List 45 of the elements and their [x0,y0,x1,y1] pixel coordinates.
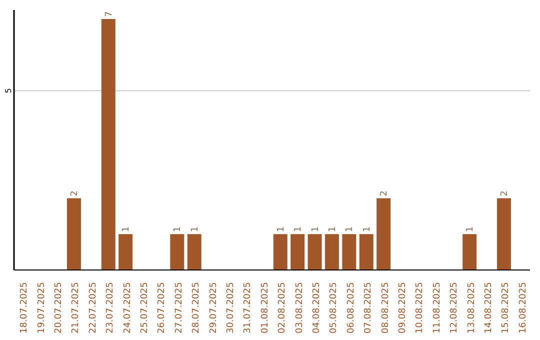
x-tick-label: 04.08.2025 [312,282,322,334]
data-label: 1 [276,226,286,232]
x-tick-label: 09.08.2025 [398,282,408,334]
x-tick-label: 08.08.2025 [380,282,391,334]
data-label: 1 [122,226,132,232]
data-label: 1 [345,226,356,232]
data-label: 1 [173,226,184,232]
data-label: 1 [328,226,338,232]
x-tick-label: 03.08.2025 [294,282,305,334]
x-tick-label: 18.07.2025 [20,282,30,334]
x-tick-label: 24.07.2025 [122,282,133,334]
data-label: 2 [70,190,80,196]
x-tick-label: 19.07.2025 [36,282,47,334]
x-tick-label: 13.08.2025 [466,282,477,334]
x-tick-label: 14.08.2025 [484,282,494,334]
y-tick-label: 5 [4,88,13,94]
data-label: 2 [500,190,510,196]
x-tick-label: 20.07.2025 [54,282,64,334]
x-tick-label: 10.08.2025 [415,282,426,334]
x-tick-label: 12.08.2025 [450,282,460,334]
x-tick-label: 16.08.2025 [518,282,528,334]
x-tick-label: 07.08.2025 [364,282,374,334]
data-label: 1 [310,226,321,232]
x-tick-label: 26.07.2025 [157,282,168,334]
x-tick-label: 29.07.2025 [208,282,219,334]
data-label: 1 [190,226,200,232]
data-label: 1 [294,226,304,232]
x-tick-label: 06.08.2025 [346,282,356,334]
x-tick-label: 02.08.2025 [278,282,288,334]
x-tick-label: 05.08.2025 [329,282,340,334]
x-tick-label: 31.07.2025 [243,282,254,334]
x-tick-label: 27.07.2025 [174,282,184,334]
x-tick-label: 30.07.2025 [226,282,236,334]
x-tick-label: 15.08.2025 [501,282,512,334]
x-tick-label: 25.07.2025 [140,282,150,334]
x-tick-label: 11.08.2025 [432,282,442,334]
data-label: 1 [466,226,476,232]
data-label: 1 [362,226,372,232]
data-label: 2 [380,190,390,196]
data-label: 7 [104,11,114,17]
x-tick-label: 23.07.2025 [106,282,116,334]
x-tick-label: 01.08.2025 [260,282,270,334]
x-tick-label: 21.07.2025 [71,282,82,334]
x-tick-label: 22.07.2025 [88,282,98,334]
x-tick-label: 28.07.2025 [192,282,202,334]
